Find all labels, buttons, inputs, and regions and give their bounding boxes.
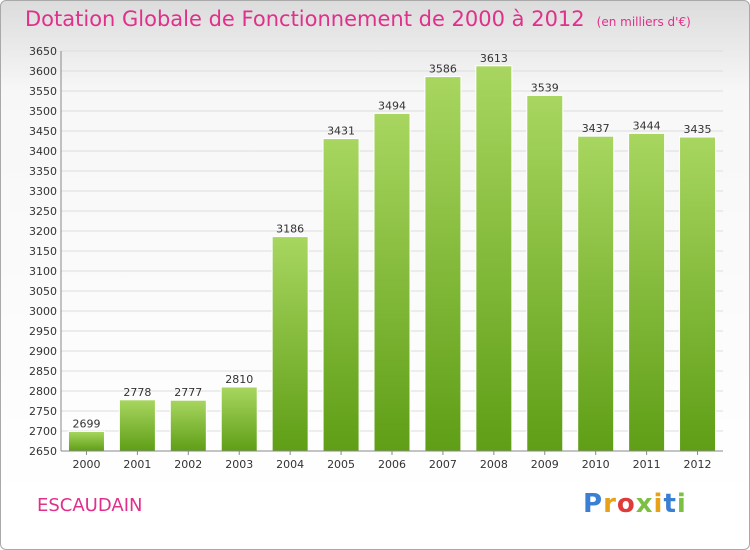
x-tick-label-2005: 2005 <box>327 458 355 471</box>
value-label-2003: 2810 <box>225 373 253 386</box>
value-label-2006: 3494 <box>378 99 406 112</box>
y-tick-label: 2750 <box>29 405 57 418</box>
logo-letter: r <box>603 489 617 519</box>
y-tick-label: 3100 <box>29 265 57 278</box>
logo-letter: i <box>653 489 664 519</box>
bar-2012 <box>679 136 717 452</box>
y-tick-label: 3450 <box>29 125 57 138</box>
logo-letter: t <box>663 489 677 519</box>
value-label-2000: 2699 <box>72 417 100 430</box>
x-tick-label-2001: 2001 <box>123 458 151 471</box>
bar-2001 <box>118 399 156 452</box>
proxiti-logo: Proxiti <box>583 489 687 519</box>
y-tick-label: 3150 <box>29 245 57 258</box>
x-tick-label-2012: 2012 <box>684 458 712 471</box>
unit-label: (en milliers d'€) <box>596 15 691 29</box>
y-tick-label: 3000 <box>29 305 57 318</box>
x-tick-label-2009: 2009 <box>531 458 559 471</box>
value-label-2002: 2777 <box>174 386 202 399</box>
y-tick-label: 2700 <box>29 425 57 438</box>
x-tick-label-2008: 2008 <box>480 458 508 471</box>
bar-2002 <box>169 399 207 452</box>
y-tick-label: 3350 <box>29 165 57 178</box>
x-tick-label-2000: 2000 <box>72 458 100 471</box>
x-tick-label-2006: 2006 <box>378 458 406 471</box>
x-tick-label-2003: 2003 <box>225 458 253 471</box>
y-tick-label: 3300 <box>29 185 57 198</box>
bar-2010 <box>577 135 615 452</box>
bar-2000 <box>67 430 105 452</box>
logo-letter: x <box>635 489 654 519</box>
y-tick-label: 3400 <box>29 145 57 158</box>
bar-2005 <box>322 138 360 452</box>
x-tick-label-2011: 2011 <box>633 458 661 471</box>
logo-letter: i <box>676 489 687 519</box>
commune-name: ESCAUDAIN <box>37 495 143 516</box>
value-label-2012: 3435 <box>684 123 712 136</box>
bar-2003 <box>220 386 258 452</box>
value-label-2001: 2778 <box>123 386 151 399</box>
x-tick-label-2002: 2002 <box>174 458 202 471</box>
bar-2006 <box>373 112 411 452</box>
logo-letter: o <box>616 489 636 519</box>
y-tick-label: 3050 <box>29 285 57 298</box>
y-tick-label: 2650 <box>29 445 57 458</box>
logo-letter: P <box>583 489 604 519</box>
value-label-2007: 3586 <box>429 63 457 76</box>
bar-2008 <box>475 65 513 452</box>
y-tick-label: 3600 <box>29 65 57 78</box>
x-tick-label-2007: 2007 <box>429 458 457 471</box>
y-tick-label: 3550 <box>29 85 57 98</box>
y-tick-label: 3200 <box>29 225 57 238</box>
value-label-2005: 3431 <box>327 125 355 138</box>
y-tick-label: 3500 <box>29 105 57 118</box>
value-label-2010: 3437 <box>582 122 610 135</box>
value-label-2009: 3539 <box>531 81 559 94</box>
y-tick-label: 2950 <box>29 325 57 338</box>
y-tick-label: 2900 <box>29 345 57 358</box>
y-tick-label: 3650 <box>29 45 57 58</box>
value-label-2008: 3613 <box>480 52 508 65</box>
bar-2009 <box>526 94 564 452</box>
bar-2011 <box>628 132 666 452</box>
value-label-2004: 3186 <box>276 223 304 236</box>
x-tick-label-2010: 2010 <box>582 458 610 471</box>
chart-title: Dotation Globale de Fonctionnement de 20… <box>25 7 691 31</box>
bar-2007 <box>424 76 462 452</box>
x-tick-label-2004: 2004 <box>276 458 304 471</box>
y-tick-label: 2850 <box>29 365 57 378</box>
y-tick-label: 3250 <box>29 205 57 218</box>
y-tick-label: 2800 <box>29 385 57 398</box>
value-label-2011: 3444 <box>633 119 661 132</box>
bar-2004 <box>271 236 309 452</box>
